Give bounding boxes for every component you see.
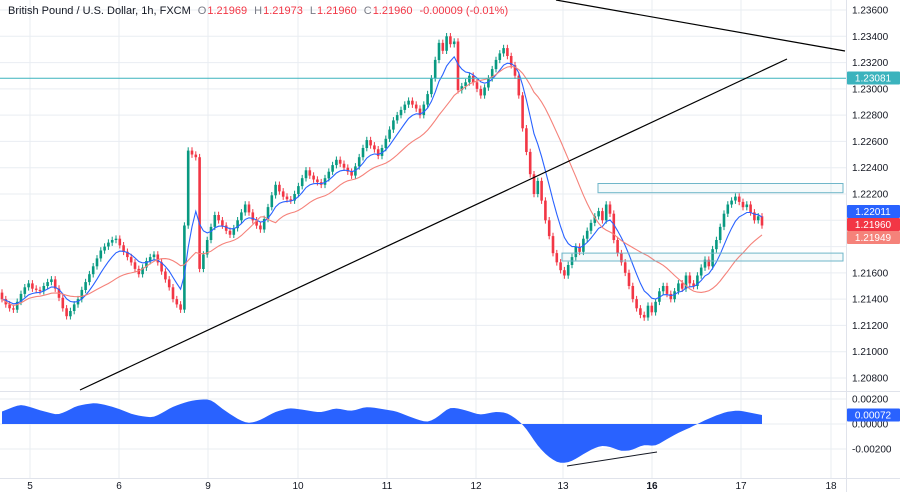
svg-text:10: 10 [292, 481, 304, 492]
ma-slow-line[interactable] [1, 65, 763, 306]
gridlines [0, 0, 846, 478]
svg-text:12: 12 [470, 481, 482, 492]
candles-layer [0, 33, 764, 321]
svg-text:18: 18 [825, 481, 837, 492]
svg-text:6: 6 [116, 481, 122, 492]
svg-text:1.23000: 1.23000 [852, 84, 889, 95]
svg-text:1.20800: 1.20800 [852, 374, 889, 385]
svg-text:1.22800: 1.22800 [852, 111, 889, 122]
svg-text:13: 13 [557, 481, 569, 492]
ma-slow-value-label [847, 231, 900, 244]
svg-text:1.21400: 1.21400 [852, 295, 889, 306]
ohlc-low: L1.21960 [309, 5, 357, 17]
svg-text:1.21200: 1.21200 [852, 321, 889, 332]
svg-text:1.22400: 1.22400 [852, 163, 889, 174]
svg-text:17: 17 [735, 481, 747, 492]
ohlc-open: O1.21969 [197, 5, 248, 17]
ma-fast-line[interactable] [1, 55, 763, 305]
svg-text:1.23600: 1.23600 [852, 6, 889, 17]
ma-fast-value-label [847, 205, 900, 218]
svg-text:11: 11 [382, 481, 393, 492]
svg-text:1.23081: 1.23081 [855, 74, 892, 85]
svg-text:0.00000: 0.00000 [852, 420, 889, 431]
symbol-legend: British Pound / U.S. Dollar, 1h, FXCM O1… [8, 4, 508, 18]
oscillator-value-label [847, 408, 900, 422]
svg-text:-0.00200: -0.00200 [852, 445, 892, 456]
price-range-box[interactable] [597, 183, 844, 194]
oscillator-trendline[interactable] [566, 451, 658, 467]
price-axis[interactable]: 1.23600 1.23400 1.23200 1.23000 1.22800 1.226… [847, 6, 900, 456]
svg-text:1.21000: 1.21000 [852, 347, 889, 358]
svg-text:1.22011: 1.22011 [855, 207, 891, 218]
ohlc-high: H1.21973 [254, 5, 303, 17]
svg-text:1.21600: 1.21600 [852, 268, 889, 279]
price-range-box[interactable] [561, 252, 844, 262]
change-value: -0.00009 (-0.01%) [419, 5, 509, 17]
time-axis[interactable]: 5 6 9 10 11 12 13 16 17 18 [27, 481, 837, 492]
svg-text:5: 5 [27, 481, 33, 492]
svg-text:1.23400: 1.23400 [852, 32, 889, 43]
trendline[interactable] [555, 0, 846, 52]
svg-text:1.21949: 1.21949 [855, 233, 892, 244]
ohlc-close: C1.21960 [363, 5, 413, 17]
svg-text:1.23200: 1.23200 [852, 58, 889, 69]
oscillator-area [2, 399, 762, 463]
svg-text:16: 16 [646, 481, 658, 492]
last-price-label [847, 218, 900, 231]
svg-text:1.22200: 1.22200 [852, 190, 889, 201]
hline-price-label [847, 71, 900, 85]
svg-text:1.21960: 1.21960 [855, 220, 892, 231]
symbol-title[interactable]: British Pound / U.S. Dollar, 1h, FXCM [8, 5, 191, 17]
svg-text:0.00072: 0.00072 [855, 411, 892, 422]
svg-text:1.22600: 1.22600 [852, 137, 889, 148]
trendline[interactable] [79, 58, 788, 391]
svg-text:9: 9 [205, 481, 211, 492]
svg-text:0.00200: 0.00200 [852, 395, 889, 406]
